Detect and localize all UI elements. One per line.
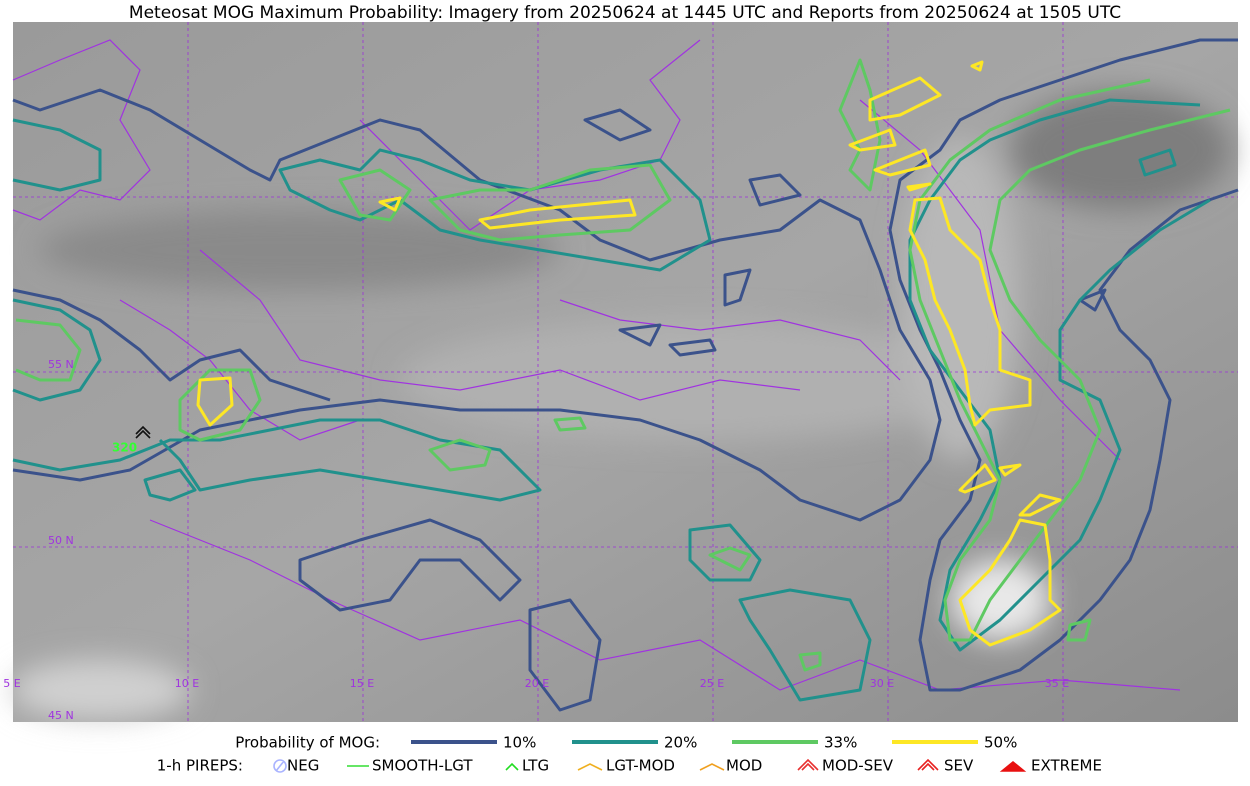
cloud-texture bbox=[10, 90, 1230, 720]
pirep-symbol bbox=[917, 758, 939, 771]
title: Meteosat MOG Maximum Probability: Imager… bbox=[129, 3, 1121, 23]
lon-label: 25 E bbox=[700, 677, 724, 690]
legend-label: MOD-SEV bbox=[822, 757, 894, 775]
pirep-symbol bbox=[797, 758, 819, 771]
pirep-symbol bbox=[999, 760, 1027, 772]
legend-label: 33% bbox=[824, 734, 857, 752]
lat-label: 45 N bbox=[48, 709, 74, 722]
pirep-symbol bbox=[505, 762, 519, 771]
legend-title: 1-h PIREPS: bbox=[157, 757, 243, 775]
legend-label: LTG bbox=[522, 757, 549, 775]
legend: Probability of MOG: 10% 20% 33% 50% 1-h PIREP… bbox=[157, 734, 1102, 775]
legend-label: LGT-MOD bbox=[606, 757, 675, 775]
legend-label: SMOOTH-LGT bbox=[372, 757, 473, 775]
map: 55 N 50 N 45 N 5 E 10 E 15 E 20 E 25 E 30 E 35 E 3… bbox=[3, 22, 1239, 722]
pirep-marker bbox=[135, 425, 151, 439]
report-label: 320 bbox=[112, 441, 137, 455]
legend-label: MOD bbox=[726, 757, 762, 775]
legend-label: 20% bbox=[664, 734, 697, 752]
lon-label: 10 E bbox=[175, 677, 199, 690]
legend-label: SEV bbox=[944, 757, 974, 775]
lon-label: 30 E bbox=[870, 677, 894, 690]
legend-title: Probability of MOG: bbox=[235, 734, 380, 752]
lon-label: 5 E bbox=[3, 677, 20, 690]
probability-contours bbox=[12, 38, 1239, 712]
lat-label: 50 N bbox=[48, 534, 74, 547]
lat-label: 55 N bbox=[48, 358, 74, 371]
legend-label: 10% bbox=[503, 734, 536, 752]
legend-label: NEG bbox=[287, 757, 319, 775]
lon-label: 20 E bbox=[525, 677, 549, 690]
lon-label: 35 E bbox=[1045, 677, 1069, 690]
lon-label: 15 E bbox=[350, 677, 374, 690]
pirep-symbol bbox=[273, 759, 287, 773]
pirep-symbol bbox=[577, 763, 603, 771]
pirep-symbol bbox=[699, 763, 725, 771]
legend-label: EXTREME bbox=[1031, 757, 1102, 775]
legend-label: 50% bbox=[984, 734, 1017, 752]
